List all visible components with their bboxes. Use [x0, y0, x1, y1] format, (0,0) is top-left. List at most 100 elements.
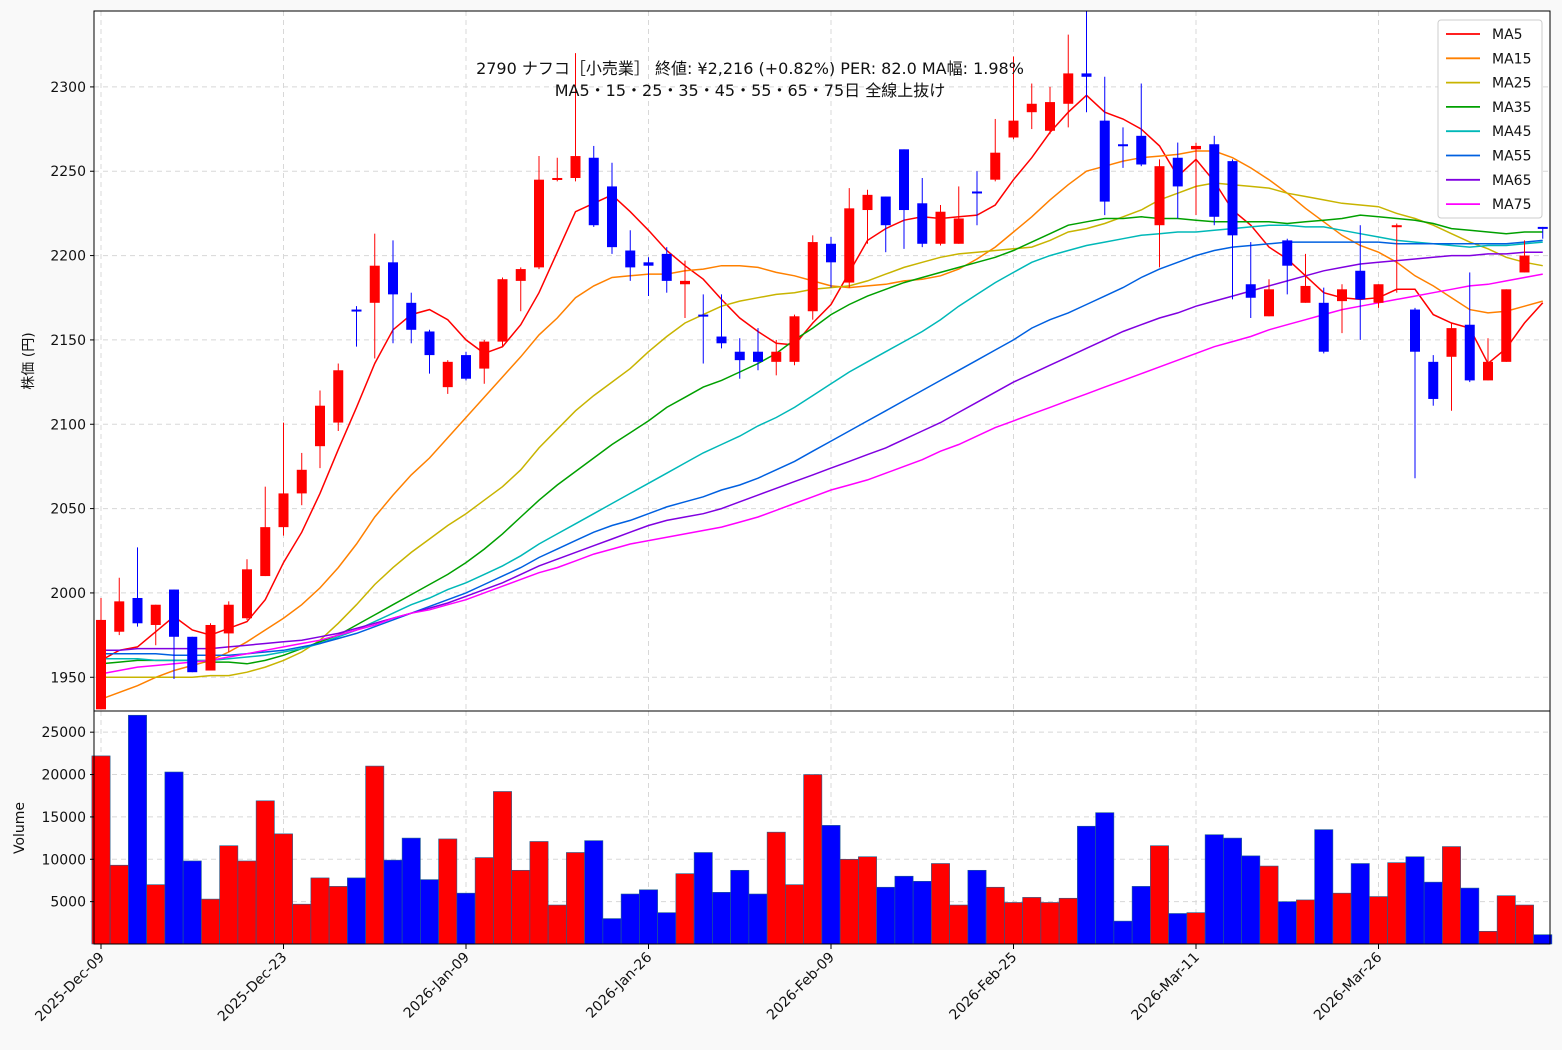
candle-body	[442, 361, 453, 388]
candle-body	[1081, 73, 1092, 77]
candle	[223, 601, 234, 652]
ma-line-ma75	[100, 273, 1543, 675]
volume-bar	[912, 881, 932, 945]
candle	[1209, 135, 1220, 226]
candle	[1172, 142, 1183, 219]
legend-box	[1437, 19, 1543, 219]
candle	[1008, 56, 1019, 140]
price-tick-label: 1950	[50, 670, 86, 686]
candle-body	[1300, 285, 1311, 303]
candle	[479, 339, 490, 384]
candle	[698, 294, 709, 364]
candle	[406, 292, 417, 344]
candle	[1519, 240, 1530, 273]
volume-bar	[839, 858, 859, 945]
candle	[1099, 76, 1110, 216]
candle	[1300, 253, 1311, 303]
volume-tick-label: 15000	[41, 810, 86, 826]
volume-bar	[985, 886, 1005, 945]
volume-bar	[1478, 930, 1498, 945]
volume-grid	[94, 711, 1550, 944]
legend: MA5 MA15 MA25 MA35 MA45 MA55 MA65 MA75	[1437, 19, 1543, 219]
candle-body	[625, 250, 636, 268]
candle	[424, 329, 435, 374]
volume-bar	[1515, 904, 1534, 945]
volume-bar	[91, 755, 111, 945]
candle	[132, 547, 143, 627]
price-tick-label: 2150	[50, 333, 86, 349]
candle-body	[497, 279, 508, 342]
volume-bar	[383, 859, 403, 945]
candle-body	[1045, 102, 1055, 131]
volume-panel-frame	[93, 710, 1551, 945]
candle-body	[406, 302, 417, 330]
volume-y-axis-label: Volume	[12, 802, 28, 854]
candle-body	[1136, 135, 1147, 165]
candle	[862, 189, 873, 244]
candle-body	[461, 355, 471, 379]
volume-bar	[803, 774, 823, 945]
price-panel-background	[94, 11, 1550, 711]
volume-bar	[1387, 862, 1407, 945]
volume-bar	[1533, 934, 1553, 945]
candle	[1282, 238, 1293, 295]
volume-bar	[657, 912, 677, 945]
candle-body	[972, 191, 982, 194]
ma-line-ma35	[100, 214, 1543, 665]
volume-bar	[1277, 901, 1297, 945]
volume-bar	[274, 833, 293, 945]
candle-body	[333, 370, 344, 423]
volume-bar	[347, 877, 366, 945]
candle	[625, 230, 636, 281]
price-tick-label: 2250	[50, 164, 86, 180]
candle	[205, 623, 216, 671]
volume-bar	[1460, 887, 1480, 945]
candle-body	[369, 265, 380, 303]
candle	[1537, 226, 1548, 239]
candle-body	[1118, 144, 1128, 147]
candle-body	[1428, 361, 1439, 399]
candle-body	[880, 196, 891, 226]
volume-bar	[1131, 886, 1151, 945]
candle	[351, 306, 362, 347]
candle	[515, 267, 526, 312]
candle-body	[96, 619, 106, 710]
ma-line-ma15	[100, 150, 1543, 700]
candle	[1264, 279, 1274, 317]
candle-body	[789, 316, 800, 362]
legend-label: MA75	[1492, 197, 1531, 213]
candle	[807, 235, 818, 320]
candle	[242, 559, 252, 620]
price-tick-label: 2200	[50, 249, 86, 265]
volume-bar	[876, 886, 896, 945]
volume-tick-label: 25000	[41, 725, 86, 741]
candle	[1337, 284, 1347, 334]
volume-bar	[292, 903, 312, 945]
candle-body	[570, 156, 581, 178]
volume-bar	[1241, 855, 1261, 945]
candle	[753, 328, 763, 371]
volume-bar	[511, 869, 531, 945]
candle-body	[935, 211, 946, 244]
candle	[1245, 242, 1256, 318]
candle-body	[296, 469, 307, 494]
volume-bar	[693, 852, 713, 945]
candle-body	[515, 269, 526, 281]
candle-body	[1099, 120, 1110, 202]
candle	[935, 204, 946, 246]
candle-body	[1337, 289, 1347, 302]
candle	[1081, 11, 1092, 113]
candle	[1154, 159, 1165, 268]
volume-tick-label: 20000	[41, 768, 86, 784]
candle-body	[1483, 361, 1493, 381]
candle-body	[223, 604, 234, 634]
legend-label: MA15	[1492, 51, 1531, 67]
volume-bar	[949, 904, 969, 945]
ma-line-ma25	[101, 182, 1543, 679]
candle-body	[807, 242, 818, 312]
candle-body	[552, 177, 563, 180]
candle	[1446, 323, 1457, 411]
volume-bar	[255, 800, 275, 945]
candle-body	[278, 493, 289, 528]
